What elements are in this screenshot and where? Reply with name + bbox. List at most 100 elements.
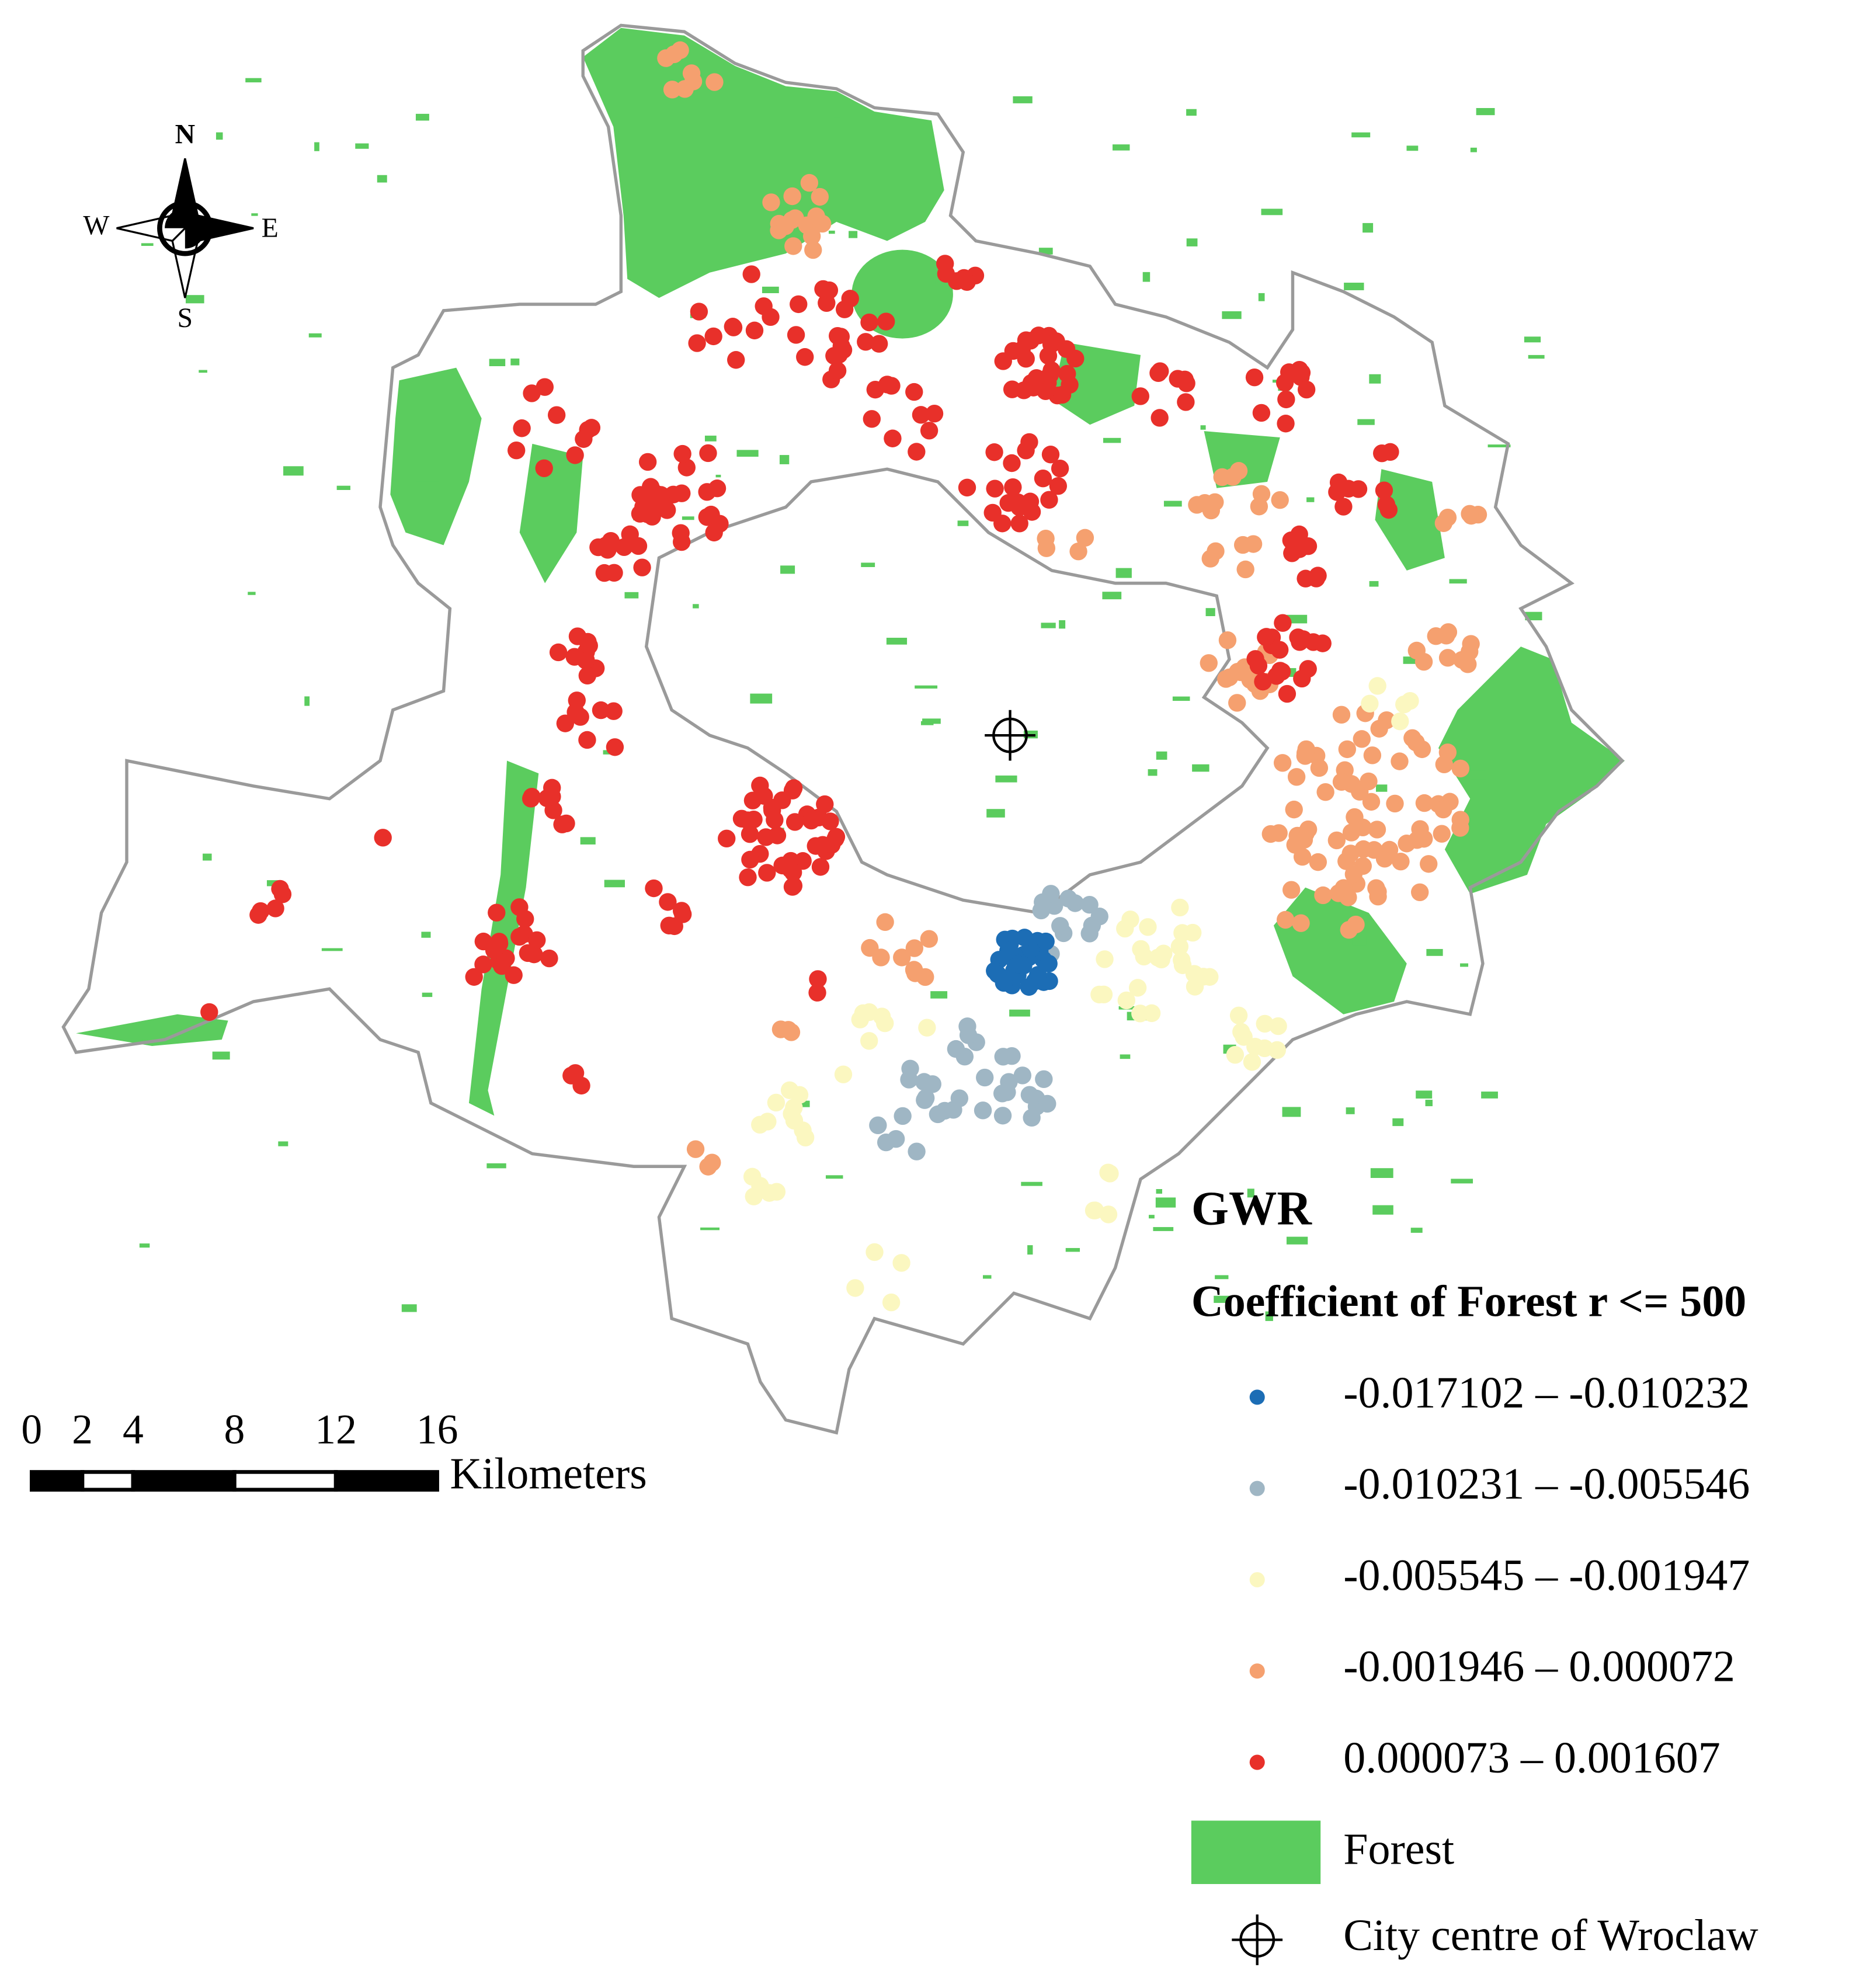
- observation-point: [1051, 917, 1069, 935]
- observation-point: [1090, 985, 1108, 1004]
- observation-point: [872, 948, 890, 967]
- observation-point: [1004, 342, 1023, 360]
- observation-point: [745, 321, 764, 340]
- observation-point: [1434, 800, 1452, 819]
- observation-point: [1368, 677, 1386, 695]
- forest-fleck: [428, 378, 447, 381]
- observation-point: [659, 893, 677, 911]
- observation-point: [1245, 368, 1264, 387]
- forest-layer: [76, 27, 1625, 1321]
- forest-fleck: [1344, 283, 1364, 290]
- forest-fleck: [1103, 437, 1121, 443]
- observation-point: [266, 899, 284, 917]
- forest-fleck: [861, 562, 875, 567]
- observation-point: [877, 312, 895, 331]
- observation-point: [1200, 654, 1218, 672]
- legend-city-symbol: [1232, 1914, 1283, 1965]
- forest-fleck: [1346, 1107, 1355, 1114]
- observation-point: [1296, 744, 1315, 762]
- observation-point: [743, 791, 762, 809]
- observation-point: [1342, 823, 1361, 842]
- observation-point: [1327, 831, 1346, 850]
- forest-fleck: [1282, 1107, 1301, 1117]
- compass-s: S: [178, 303, 193, 333]
- forest-patch: [851, 249, 953, 339]
- observation-point: [592, 701, 610, 720]
- observation-point: [1287, 768, 1306, 786]
- observation-point: [606, 738, 624, 756]
- observation-point: [1377, 495, 1396, 514]
- observation-point: [1249, 656, 1268, 675]
- observation-point: [908, 443, 926, 461]
- forest-fleck: [216, 132, 223, 140]
- forest-fleck: [212, 1051, 230, 1060]
- observation-point: [1252, 404, 1271, 422]
- observation-point: [1334, 879, 1353, 897]
- legend-swatch: [1249, 1389, 1265, 1405]
- observation-point: [535, 459, 553, 477]
- observation-point: [937, 265, 955, 283]
- observation-point: [547, 406, 566, 424]
- observation-point: [1149, 364, 1167, 383]
- forest-fleck: [779, 455, 790, 464]
- forest-fleck: [1528, 354, 1545, 359]
- forest-fleck: [510, 358, 520, 366]
- observation-point: [955, 1047, 974, 1066]
- observation-point: [1038, 1094, 1056, 1113]
- observation-point: [1372, 444, 1391, 463]
- observation-point: [1069, 542, 1087, 561]
- observation-point: [893, 948, 911, 967]
- observation-point: [702, 505, 720, 524]
- observation-point: [784, 237, 802, 255]
- observation-point: [1096, 950, 1114, 968]
- forest-fleck: [1406, 145, 1419, 151]
- legend-swatch: [1249, 1480, 1265, 1496]
- observation-point: [604, 702, 623, 720]
- legend-label: -0.017102 – -0.010232: [1343, 1368, 1750, 1417]
- observation-point: [1037, 539, 1056, 557]
- observation-point: [860, 1032, 878, 1050]
- observation-point: [605, 564, 623, 582]
- forest-fleck: [1021, 1181, 1042, 1186]
- observation-point: [760, 1184, 778, 1202]
- forest-fleck: [715, 474, 721, 478]
- observation-point: [1375, 481, 1393, 499]
- observation-point: [1283, 544, 1301, 562]
- observation-point: [690, 303, 708, 321]
- forest-fleck: [1487, 444, 1511, 447]
- observation-point: [905, 383, 923, 401]
- observation-point: [905, 961, 923, 979]
- observation-point: [787, 326, 805, 344]
- observation-point: [575, 430, 593, 448]
- forest-patch: [1438, 647, 1625, 894]
- observation-point: [894, 1107, 912, 1125]
- scale-tick-label: 2: [72, 1407, 93, 1453]
- observation-point: [1177, 393, 1195, 411]
- observation-point: [1142, 1004, 1161, 1023]
- observation-point: [505, 966, 523, 984]
- observation-point: [870, 335, 888, 353]
- observation-point: [718, 829, 736, 848]
- observation-point: [768, 826, 787, 844]
- observation-point: [1435, 755, 1453, 774]
- forest-fleck: [580, 837, 596, 844]
- observation-point: [1411, 883, 1429, 901]
- observation-point: [1257, 628, 1275, 647]
- observation-point: [1053, 385, 1072, 404]
- forest-patch: [519, 443, 583, 583]
- observation-point: [1185, 965, 1204, 983]
- observation-point: [1346, 808, 1364, 826]
- observation-point: [920, 422, 939, 440]
- observation-point: [665, 45, 683, 64]
- observation-point: [1278, 684, 1297, 703]
- forest-fleck: [1155, 1197, 1176, 1208]
- forest-fleck: [957, 520, 969, 526]
- observation-point: [1299, 820, 1318, 839]
- observation-point: [1246, 1037, 1264, 1056]
- forest-fleck: [849, 231, 858, 238]
- observation-point: [739, 811, 757, 829]
- observation-point: [1020, 433, 1038, 451]
- observation-point: [1365, 841, 1384, 859]
- observation-point: [1010, 515, 1028, 533]
- observation-point: [1276, 910, 1295, 929]
